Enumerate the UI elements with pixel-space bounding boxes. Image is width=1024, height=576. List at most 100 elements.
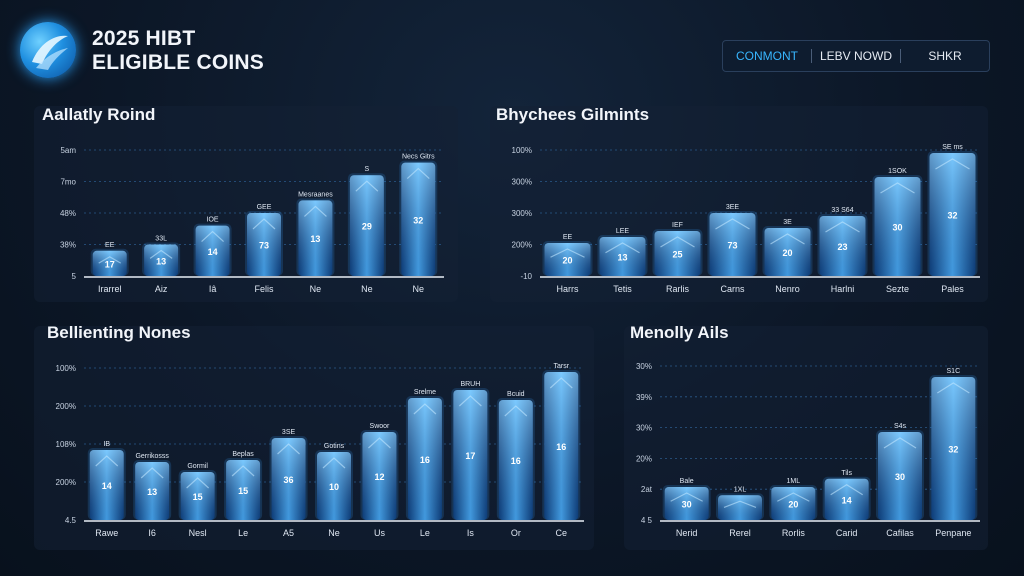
x-category-label: Or bbox=[511, 528, 521, 538]
x-category-label: Aiz bbox=[155, 284, 168, 294]
bar-highlight bbox=[92, 250, 127, 276]
nav-item-conmont[interactable]: CONMONT bbox=[736, 49, 798, 63]
bar-sheen bbox=[140, 467, 164, 479]
bar-top-label: Srelme bbox=[414, 389, 436, 396]
bar-highlight bbox=[317, 452, 351, 520]
bar-highlight bbox=[599, 237, 646, 276]
bar-top-label: IB bbox=[103, 441, 110, 448]
bar-sheen bbox=[777, 492, 810, 502]
y-tick-label: 200% bbox=[512, 241, 532, 250]
y-tick-label: 5am bbox=[60, 146, 76, 155]
x-category-label: Is bbox=[467, 528, 475, 538]
bar-highlight bbox=[544, 243, 591, 276]
y-tick-label: 30% bbox=[636, 424, 652, 433]
bar-top-label: 1XL bbox=[734, 486, 747, 493]
bar-top-label: 1SOK bbox=[888, 168, 907, 175]
bar-highlight bbox=[195, 225, 230, 276]
bar-highlight bbox=[544, 372, 579, 520]
chart-title-4: Menolly Ails bbox=[630, 323, 729, 342]
bar-highlight bbox=[878, 432, 922, 520]
y-tick-label: 4 5 bbox=[641, 516, 653, 525]
bar-value-label: 13 bbox=[617, 253, 627, 263]
y-tick-label: -10 bbox=[520, 272, 532, 281]
bar-sheen bbox=[149, 249, 173, 259]
bar-value-label: 36 bbox=[284, 475, 294, 485]
x-category-label: Nenro bbox=[775, 284, 800, 294]
x-category-label: A5 bbox=[283, 528, 294, 538]
bar-sheen bbox=[883, 437, 917, 449]
x-category-label: Ne bbox=[328, 528, 340, 538]
nav-item-shkr[interactable]: SHKR bbox=[928, 49, 962, 63]
bar-sheen bbox=[355, 180, 379, 192]
bar-highlight bbox=[824, 478, 869, 520]
y-tick-label: 300% bbox=[512, 178, 532, 187]
bar-top-label: 33 S64 bbox=[831, 207, 853, 214]
bar-highlight bbox=[709, 213, 756, 276]
bar-value-label: 14 bbox=[208, 247, 218, 257]
x-category-label: Nesl bbox=[189, 528, 207, 538]
bar-value-label: 32 bbox=[413, 215, 423, 225]
bar-value-label: 12 bbox=[374, 472, 384, 482]
bar-sheen bbox=[504, 405, 528, 417]
x-category-label: Penpane bbox=[935, 528, 971, 538]
chart-title-1: Aallatly Roind bbox=[42, 105, 156, 124]
y-tick-label: 200% bbox=[56, 402, 76, 411]
y-tick-label: 200% bbox=[56, 478, 76, 487]
top-nav: CONMONT LEBV NOWD SHKR bbox=[722, 40, 990, 72]
page-title: 2025 HIBT ELIGIBLE COINS bbox=[92, 27, 264, 75]
bar-value-label: 16 bbox=[511, 456, 521, 466]
nav-divider bbox=[811, 49, 812, 63]
x-category-label: Felis bbox=[254, 284, 274, 294]
bar-top-label: 3SE bbox=[282, 429, 296, 436]
bar-sheen bbox=[95, 455, 119, 467]
y-tick-label: 39% bbox=[636, 393, 652, 402]
bar-sheen bbox=[549, 377, 573, 389]
x-category-label: Nerid bbox=[676, 528, 698, 538]
x-category-label: Pales bbox=[941, 284, 964, 294]
bar-top-label: IOE bbox=[207, 217, 219, 224]
bar-top-label: 33L bbox=[155, 236, 167, 243]
chart-title-3: Bellienting Nones bbox=[47, 323, 191, 342]
bar-value-label: 14 bbox=[842, 495, 852, 505]
bar-top-label: Tils bbox=[841, 470, 852, 477]
x-category-label: Iâ bbox=[209, 284, 217, 294]
bar-highlight bbox=[453, 390, 488, 520]
x-category-label: Rawe bbox=[95, 528, 118, 538]
x-category-label: Rorlis bbox=[782, 528, 806, 538]
bar-top-label: Mesraanes bbox=[298, 191, 333, 198]
bar-top-label: 1ML bbox=[787, 478, 801, 485]
bar-highlight bbox=[226, 460, 261, 520]
bar-highlight bbox=[771, 487, 816, 520]
bar-top-label: Gerrikosss bbox=[135, 453, 169, 460]
x-category-label: Ne bbox=[413, 284, 425, 294]
bar-sheen bbox=[186, 477, 210, 489]
bar-sheen bbox=[605, 242, 640, 254]
x-category-label: Tetis bbox=[613, 284, 632, 294]
bar-sheen bbox=[715, 218, 750, 230]
bar-value-label: 73 bbox=[727, 241, 737, 251]
x-category-label: Sezte bbox=[886, 284, 909, 294]
bar-sheen bbox=[413, 403, 437, 415]
bar-top-label: 3E bbox=[783, 219, 792, 226]
swoosh-icon bbox=[32, 35, 68, 70]
page-title-line2: ELIGIBLE COINS bbox=[92, 51, 264, 74]
bar-sheen bbox=[277, 443, 300, 455]
y-tick-label: 20% bbox=[636, 454, 652, 463]
brand-logo bbox=[20, 22, 76, 78]
bar-top-label: Tarsr bbox=[553, 363, 569, 370]
chart-title-2: Bhychees Gilmints bbox=[496, 105, 650, 124]
bar-highlight bbox=[407, 398, 442, 520]
bar-highlight bbox=[298, 200, 333, 276]
bar-value-label: 30 bbox=[682, 500, 692, 510]
nav-item-lebv-nowd[interactable]: LEBV NOWD bbox=[819, 49, 892, 63]
bar-top-label: Beplas bbox=[232, 451, 254, 458]
bar-top-label: S1C bbox=[947, 368, 961, 375]
y-tick-label: 2at bbox=[641, 485, 653, 494]
bar-value-label: 73 bbox=[259, 241, 269, 251]
bar-highlight bbox=[401, 162, 436, 276]
nav-divider bbox=[900, 49, 901, 63]
bar-sheen bbox=[935, 158, 970, 170]
y-tick-label: 300% bbox=[512, 209, 532, 218]
x-category-label: Cafilas bbox=[886, 528, 914, 538]
y-tick-label: 48% bbox=[60, 209, 76, 218]
